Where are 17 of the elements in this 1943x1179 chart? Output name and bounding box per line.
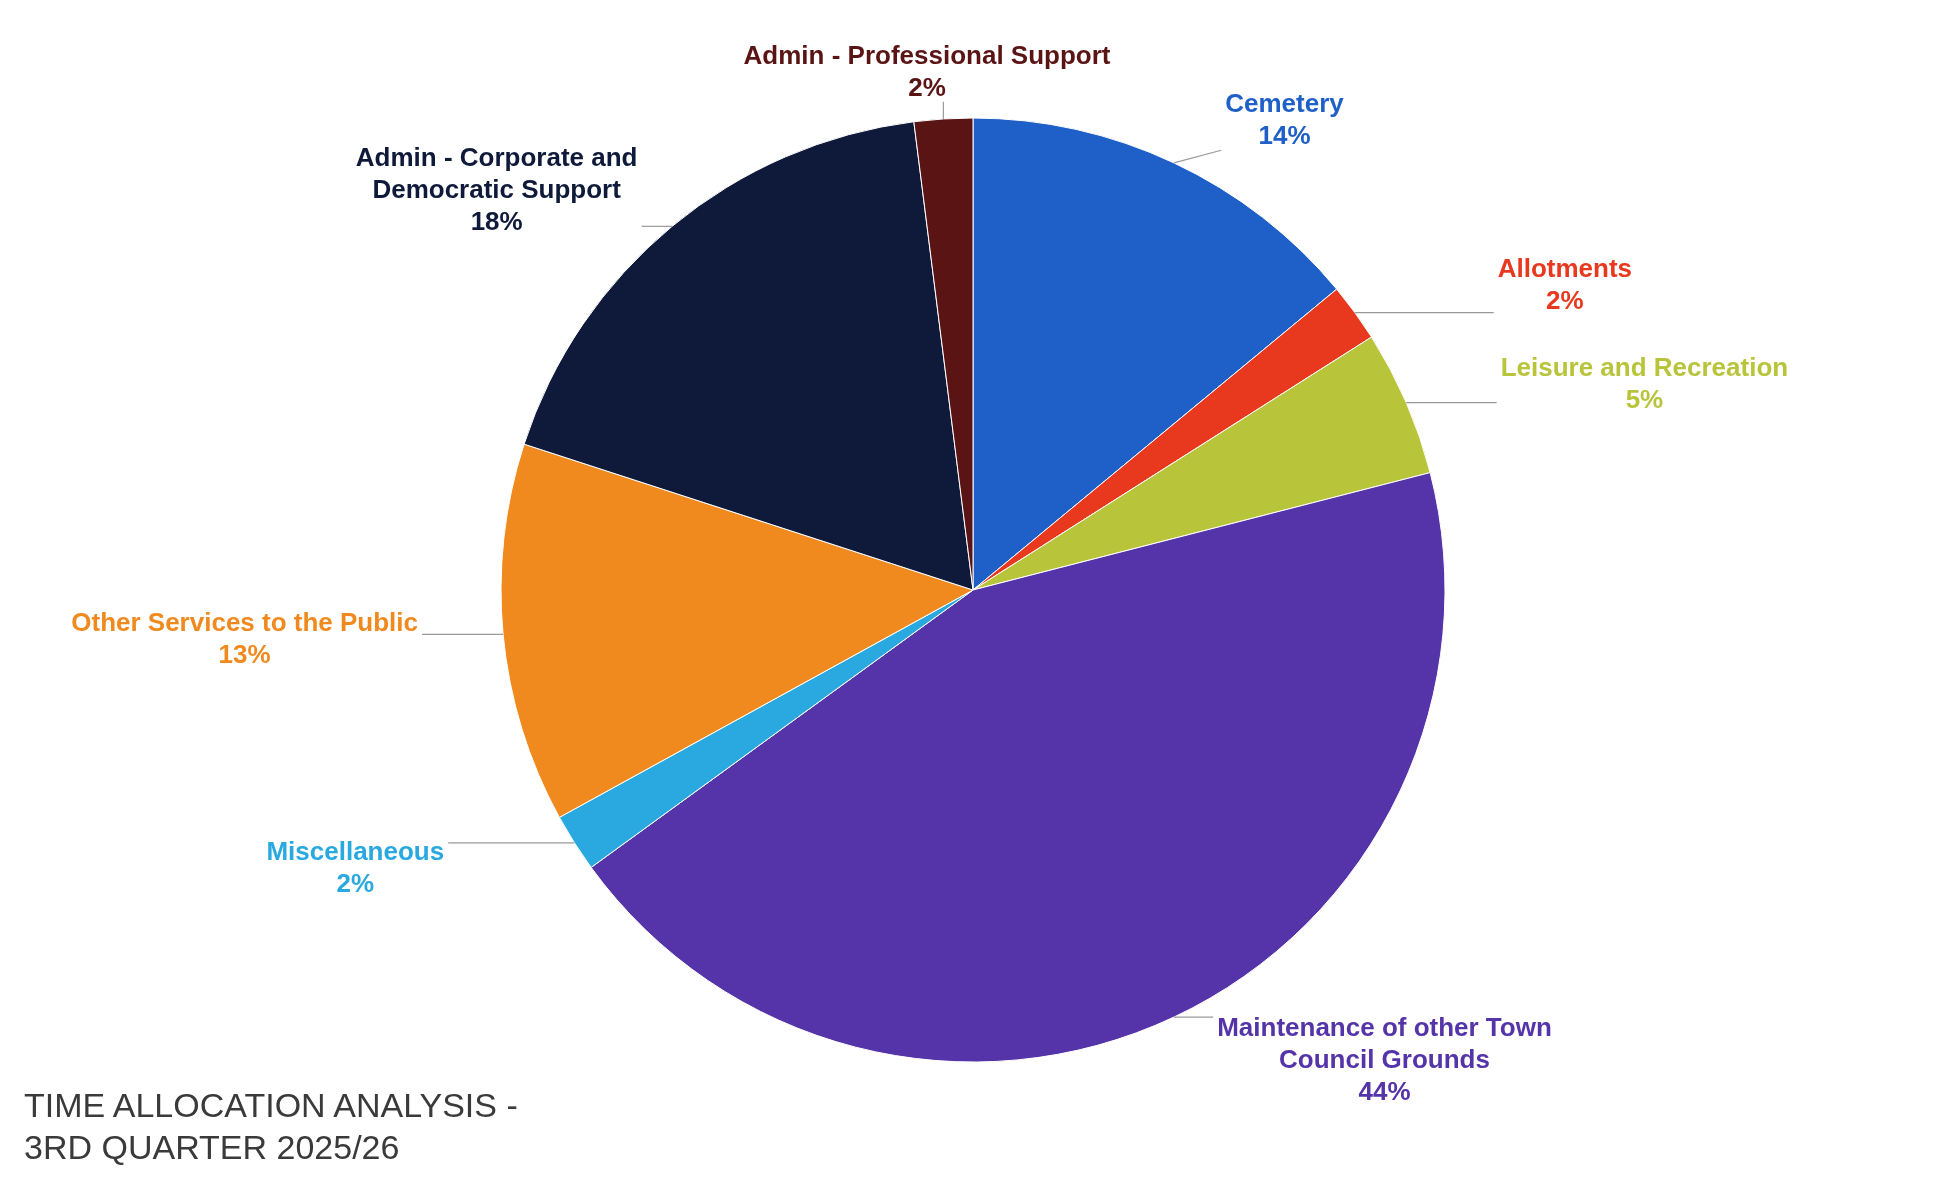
data-label: 5% (1625, 383, 1664, 414)
slice-label: Maintenance of other Town Council Grounds (1217, 1011, 1552, 1074)
slice-label: Miscellaneous (266, 836, 445, 867)
slice-label: Allotments (1497, 252, 1633, 283)
slice-label: Other Services to the Public (71, 606, 419, 637)
data-label: 18% (470, 205, 523, 236)
data-label: 2% (1546, 284, 1584, 315)
slice-label: Cemetery (1225, 88, 1345, 119)
data-label: 2% (908, 71, 946, 102)
data-label: 13% (218, 638, 271, 669)
slice-label: Admin - Corporate and Democratic Support (355, 141, 638, 204)
data-label: 44% (1358, 1075, 1411, 1106)
data-label: 14% (1258, 120, 1311, 151)
slice-label: Leisure and Recreation (1500, 351, 1789, 382)
text: TIME ALLOCATION ANALYSIS - 3RD QUARTER 2025/26 (24, 1086, 518, 1166)
slice-label: Admin - Professional Support (743, 39, 1111, 70)
data-label: 2% (336, 868, 375, 899)
